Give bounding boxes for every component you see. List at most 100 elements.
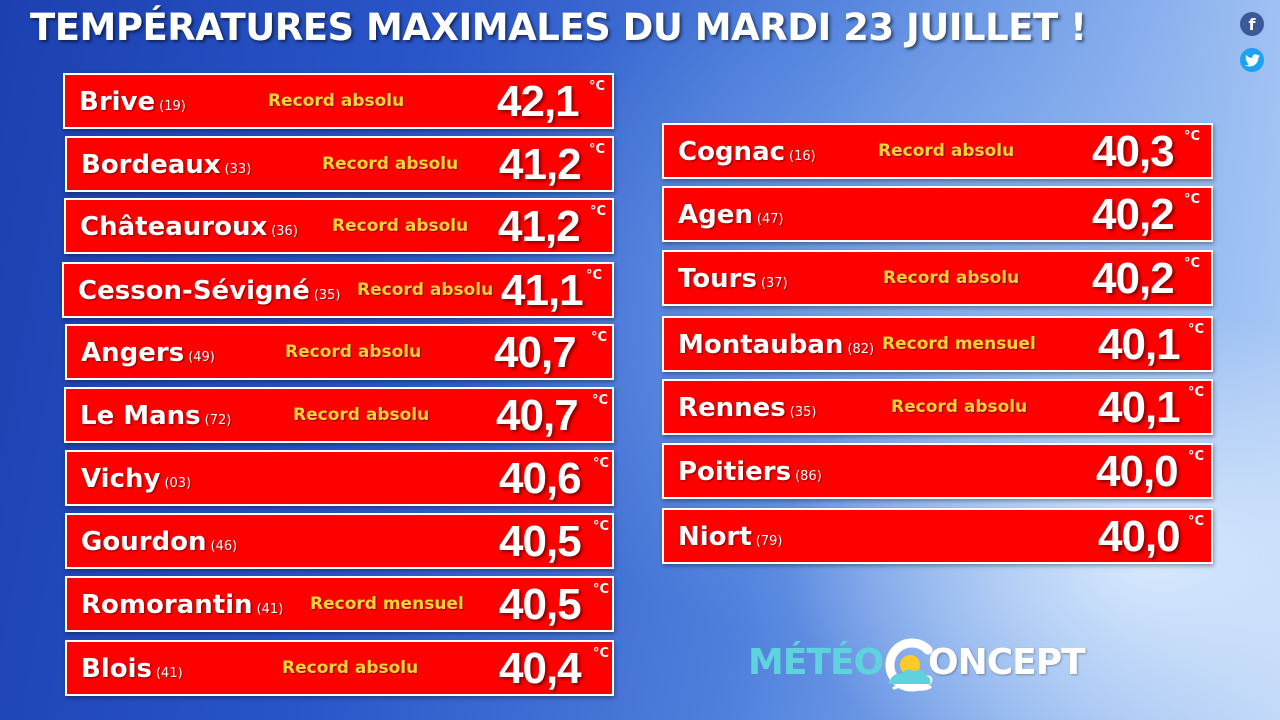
city-name: Cesson-Sévigné (35): [78, 276, 341, 306]
city-label: Gourdon: [81, 527, 207, 557]
department-code: (47): [756, 212, 784, 227]
department-code: (79): [755, 534, 783, 549]
temperature-unit: °C: [593, 456, 610, 471]
meteo-concept-logo: MÉTÉO ONCEPT: [748, 634, 1118, 696]
temperature-row: Vichy (03) 40,6 °C: [65, 450, 614, 506]
logo-text-meteo: MÉTÉO: [748, 642, 884, 683]
temperature-row: Le Mans (72) Record absolu 40,7 °C: [64, 387, 614, 443]
department-code: (41): [155, 666, 183, 681]
temperature-value: 40,1: [1098, 320, 1181, 369]
department-code: (72): [204, 413, 232, 428]
temperature-row: Cognac (16) Record absolu 40,3 °C: [662, 123, 1213, 179]
twitter-icon[interactable]: [1240, 48, 1264, 72]
temperature-value: 40,7: [494, 328, 577, 377]
city-name: Rennes (35): [678, 393, 816, 423]
department-code: (86): [795, 469, 822, 484]
record-label: Record absolu: [268, 91, 405, 111]
temperature-value: 40,4: [499, 644, 582, 693]
temperature-value: 40,6: [499, 454, 582, 503]
temperature-unit: °C: [1188, 514, 1205, 529]
temperature-value: 40,0: [1098, 512, 1181, 561]
city-label: Bordeaux: [81, 150, 221, 180]
logo-text-concept: ONCEPT: [928, 642, 1086, 683]
department-code: (16): [789, 149, 816, 164]
city-label: Cognac: [678, 137, 786, 167]
record-label: Record absolu: [883, 268, 1020, 288]
record-label: Record absolu: [322, 154, 459, 174]
city-name: Poitiers (86): [678, 457, 822, 487]
city-name: Gourdon (46): [81, 527, 237, 557]
temperature-unit: °C: [586, 268, 603, 283]
city-label: Le Mans: [80, 401, 201, 431]
temperature-row: Brive (19) Record absolu 42,1 °C: [63, 73, 614, 129]
temperature-row: Montauban (82) Record mensuel 40,1 °C: [662, 316, 1213, 372]
temperature-value: 41,1: [501, 266, 584, 315]
department-code: (82): [847, 342, 875, 357]
temperature-value: 40,2: [1092, 190, 1175, 239]
temperature-value: 40,2: [1092, 254, 1175, 303]
department-code: (37): [760, 276, 788, 291]
temperature-row: Rennes (35) Record absolu 40,1 °C: [662, 379, 1213, 435]
city-label: Blois: [81, 654, 152, 684]
city-name: Tours (37): [678, 264, 788, 294]
facebook-icon[interactable]: f: [1240, 12, 1264, 36]
city-name: Cognac (16): [678, 137, 816, 167]
temperature-row: Blois (41) Record absolu 40,4 °C: [65, 640, 614, 696]
temperature-row: Châteauroux (36) Record absolu 41,2 °C: [64, 198, 614, 254]
temperature-unit: °C: [593, 519, 610, 534]
city-name: Agen (47): [678, 200, 784, 230]
city-name: Le Mans (72): [80, 401, 231, 431]
temperature-value: 40,0: [1096, 447, 1179, 496]
city-label: Montauban: [678, 330, 844, 360]
record-label: Record absolu: [357, 280, 494, 300]
city-name: Angers (49): [81, 338, 215, 368]
temperature-value: 40,3: [1092, 127, 1175, 176]
city-name: Bordeaux (33): [81, 150, 251, 180]
department-code: (36): [271, 224, 298, 239]
record-label: Record absolu: [878, 141, 1015, 161]
temperature-unit: °C: [1188, 449, 1205, 464]
twitter-bird-glyph: [1244, 53, 1260, 66]
city-name: Vichy (03): [81, 464, 191, 494]
temperature-row: Agen (47) 40,2 °C: [662, 186, 1213, 242]
city-name: Niort (79): [678, 522, 782, 552]
temperature-row: Bordeaux (33) Record absolu 41,2 °C: [65, 136, 614, 192]
temperature-row: Gourdon (46) 40,5 °C: [65, 513, 614, 569]
temperature-row: Cesson-Sévigné (35) Record absolu 41,1 °C: [62, 262, 614, 318]
record-label: Record absolu: [293, 405, 430, 425]
temperature-unit: °C: [592, 393, 609, 408]
temperature-row: Tours (37) Record absolu 40,2 °C: [662, 250, 1213, 306]
city-label: Agen: [678, 200, 753, 230]
temperature-value: 40,5: [499, 580, 582, 629]
city-label: Brive: [79, 87, 156, 117]
department-code: (19): [159, 99, 186, 114]
temperature-unit: °C: [591, 330, 608, 345]
temperature-value: 42,1: [497, 77, 580, 126]
record-label: Record mensuel: [310, 594, 464, 614]
city-label: Romorantin: [81, 590, 253, 620]
city-name: Châteauroux (36): [80, 212, 298, 242]
city-label: Tours: [678, 264, 757, 294]
city-label: Niort: [678, 522, 752, 552]
temperature-unit: °C: [593, 646, 610, 661]
department-code: (03): [164, 476, 192, 491]
temperature-unit: °C: [589, 79, 606, 94]
temperature-value: 41,2: [499, 140, 582, 189]
temperature-unit: °C: [1188, 322, 1205, 337]
temperature-unit: °C: [590, 204, 607, 219]
temperature-row: Romorantin (41) Record mensuel 40,5 °C: [65, 576, 614, 632]
temperature-unit: °C: [593, 582, 610, 597]
record-label: Record mensuel: [882, 334, 1036, 354]
city-label: Châteauroux: [80, 212, 268, 242]
department-code: (46): [210, 539, 238, 554]
record-label: Record absolu: [285, 342, 422, 362]
sun-cloud-logo-icon: [885, 638, 933, 692]
temperature-unit: °C: [1184, 192, 1201, 207]
city-label: Vichy: [81, 464, 161, 494]
department-code: (41): [256, 602, 284, 617]
record-label: Record absolu: [332, 216, 469, 236]
temperature-row: Angers (49) Record absolu 40,7 °C: [65, 324, 614, 380]
temperature-unit: °C: [1184, 256, 1201, 271]
temperature-unit: °C: [589, 142, 606, 157]
record-label: Record absolu: [282, 658, 419, 678]
